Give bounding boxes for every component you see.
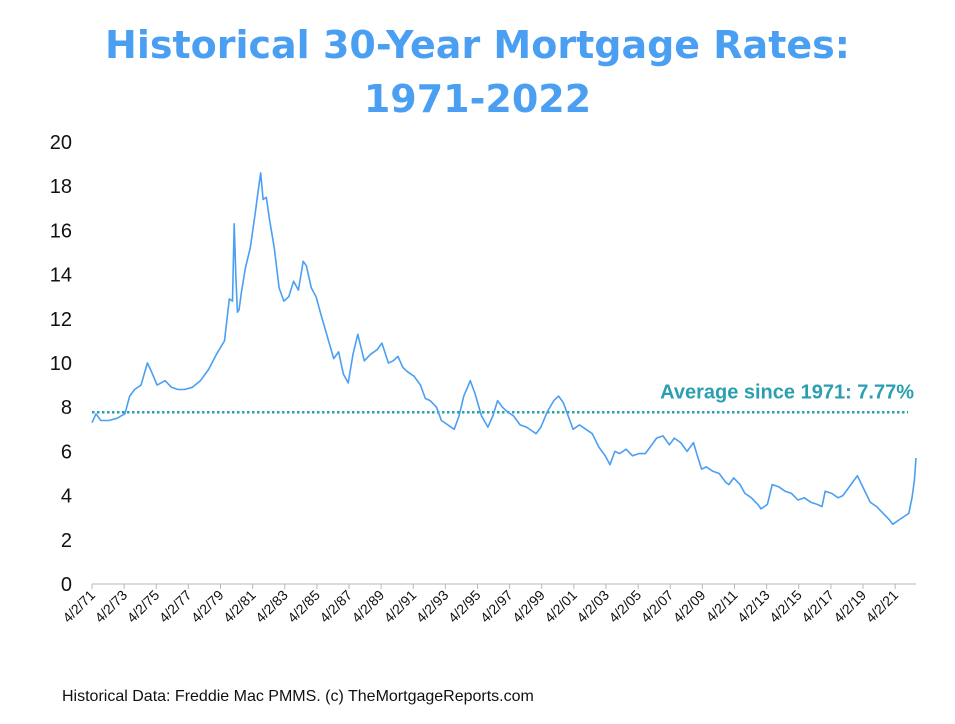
x-tick-label: 4/2/01 — [541, 587, 580, 626]
average-label: Average since 1971: 7.77% — [660, 381, 914, 403]
y-tick-label: 14 — [50, 265, 72, 287]
y-tick-label: 2 — [61, 530, 72, 552]
x-tick-label: 4/2/11 — [703, 587, 741, 625]
y-tick-label: 18 — [50, 176, 72, 198]
x-tick-label: 4/2/75 — [124, 587, 163, 626]
plot-area: Average since 1971: 7.77% — [91, 172, 917, 526]
x-tick-label: 4/2/91 — [381, 587, 420, 626]
x-tick-label: 4/2/83 — [252, 587, 291, 626]
y-tick-label: 4 — [61, 486, 72, 508]
x-tick-label: 4/2/21 — [862, 587, 901, 626]
y-tick-label: 0 — [61, 574, 72, 596]
y-tick-label: 10 — [50, 353, 72, 375]
x-tick-label: 4/2/81 — [220, 587, 259, 626]
chart-title: Historical 30-Year Mortgage Rates: 1971-… — [0, 18, 955, 126]
y-tick-label: 16 — [50, 220, 72, 242]
y-tick-label: 8 — [61, 397, 72, 419]
x-tick-label: 4/2/77 — [156, 587, 195, 626]
y-tick-label: 12 — [50, 309, 72, 331]
x-tick-label: 4/2/19 — [830, 587, 869, 626]
x-tick-label: 4/2/73 — [91, 587, 130, 626]
x-tick-label: 4/2/99 — [509, 587, 548, 626]
y-axis-ticks: 0 2 4 6 8 10 12 14 16 18 20 — [50, 132, 72, 596]
source-note: Historical Data: Freddie Mac PMMS. (c) T… — [62, 688, 534, 705]
x-tick-label: 4/2/15 — [766, 587, 805, 626]
chart-title-line-1: Historical 30-Year Mortgage Rates: — [105, 23, 850, 67]
x-tick-label: 4/2/13 — [734, 587, 773, 626]
y-tick-label: 20 — [50, 132, 72, 154]
x-tick-label: 4/2/09 — [670, 587, 709, 626]
rate-series-line — [91, 172, 917, 526]
chart-title-line-2: 1971-2022 — [363, 77, 592, 121]
x-tick-label: 4/2/89 — [348, 587, 387, 626]
x-tick-label: 4/2/97 — [477, 587, 516, 626]
x-tick-label: 4/2/07 — [638, 587, 677, 626]
x-tick-label: 4/2/05 — [605, 587, 644, 626]
x-tick-label: 4/2/85 — [284, 587, 323, 626]
x-tick-label: 4/2/87 — [316, 587, 355, 626]
x-tick-label: 4/2/17 — [798, 587, 837, 626]
x-axis: 4/2/714/2/734/2/754/2/774/2/794/2/814/2/… — [59, 583, 916, 626]
x-tick-label: 4/2/93 — [413, 587, 452, 626]
x-tick-label: 4/2/03 — [573, 587, 612, 626]
x-tick-label: 4/2/79 — [188, 587, 227, 626]
y-tick-label: 6 — [61, 441, 72, 463]
x-tick-label: 4/2/95 — [445, 587, 484, 626]
